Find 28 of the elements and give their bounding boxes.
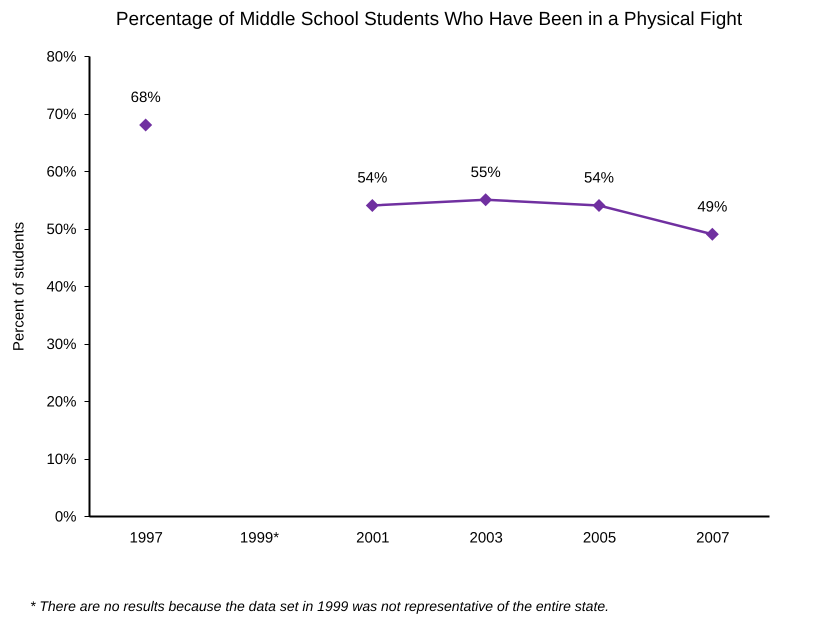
y-tick-label: 0%: [54, 508, 76, 526]
text: * There are no results because the data set in 1999 was not representative of the entire state.: [30, 598, 610, 614]
point: [706, 228, 719, 241]
y-tick-label: 10%: [46, 451, 76, 468]
point: [366, 198, 379, 212]
x-tick-label: 1997: [129, 530, 163, 546]
data-label: 49%: [697, 198, 728, 216]
point: [592, 198, 606, 212]
y-tick-label: 30%: [46, 336, 76, 353]
y-tick-label: 60%: [46, 164, 76, 180]
y-tick-label: 80%: [46, 48, 76, 66]
point: [479, 193, 492, 206]
x-tick-label: 2007: [696, 530, 730, 546]
y-tick-label: 20%: [46, 394, 76, 410]
data-label: 54%: [584, 170, 614, 186]
y-axis-title: Percent of students: [10, 222, 28, 352]
data-label: 55%: [470, 164, 501, 181]
y-tick-label: 50%: [46, 221, 76, 238]
x-tick-label: 2005: [582, 530, 616, 546]
x-tick-label: 1999*: [240, 530, 280, 546]
x-tick-label: 2001: [356, 530, 390, 546]
point: [139, 118, 152, 132]
y-tick-label: 70%: [46, 106, 76, 123]
data-label: 54%: [357, 170, 388, 186]
data-label: 68%: [130, 89, 161, 106]
x-tick-label: 2003: [469, 530, 503, 546]
chart-title: Percentage of Middle School Students Who Have Been in a Physical Fight: [116, 9, 743, 30]
y-tick-label: 40%: [46, 278, 76, 296]
